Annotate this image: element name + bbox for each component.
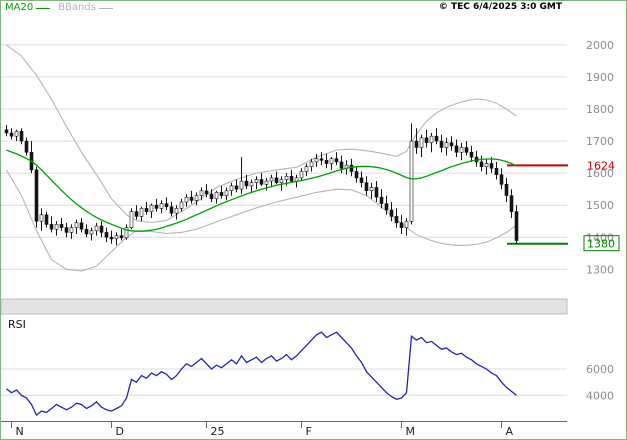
month-tick-label: 25 xyxy=(211,425,225,438)
panel-separator xyxy=(1,298,568,315)
rsi-panel-label: RSI xyxy=(8,318,26,331)
price-tick-label: 1300 xyxy=(586,263,614,276)
legend-ma20-label: MA20 xyxy=(5,2,34,13)
price-tick-label: 1900 xyxy=(586,71,614,84)
price-tick-label: 1500 xyxy=(586,199,614,212)
price-tick-label: 1800 xyxy=(586,103,614,116)
rsi-tick-label: 6000 xyxy=(586,363,614,376)
price-tick-label: 1400 xyxy=(586,231,614,244)
price-axis-labels: 2000 1900 1800 1700 1600 1500 1400 1300 xyxy=(586,39,614,276)
price-tick-label: 1700 xyxy=(586,135,614,148)
legend-bbands-line-swatch xyxy=(98,7,113,9)
price-tick-label: 2000 xyxy=(586,39,614,52)
marker-label: 1380 xyxy=(587,238,615,251)
marker-label: 1624 xyxy=(587,159,615,172)
candles xyxy=(4,123,519,246)
month-tick-label: M xyxy=(406,425,416,438)
month-tick-label: A xyxy=(506,425,514,438)
copyright-text: © TEC 6/4/2025 3:0 GMT xyxy=(438,2,562,12)
price-gridlines xyxy=(1,44,567,270)
price-tick-label: 1600 xyxy=(586,167,614,180)
legend-bbands-label: BBands xyxy=(58,2,96,13)
rsi-tick-label: 4000 xyxy=(586,389,614,402)
rsi-line xyxy=(6,331,517,417)
rsi-gridlines: 6000 4000 xyxy=(1,363,614,402)
bollinger-bands xyxy=(6,44,517,272)
legend-ma20-line-swatch xyxy=(36,7,51,9)
month-axis: N D 25 F M A xyxy=(11,421,514,438)
month-tick-label: N xyxy=(16,425,24,438)
ma20-line xyxy=(6,149,517,232)
month-tick-label: D xyxy=(116,425,124,438)
marker-label-box xyxy=(583,235,620,252)
price-markers: 1624 1380 xyxy=(507,159,620,252)
month-tick-label: F xyxy=(306,425,312,438)
legend: MA20 BBands xyxy=(5,2,121,14)
